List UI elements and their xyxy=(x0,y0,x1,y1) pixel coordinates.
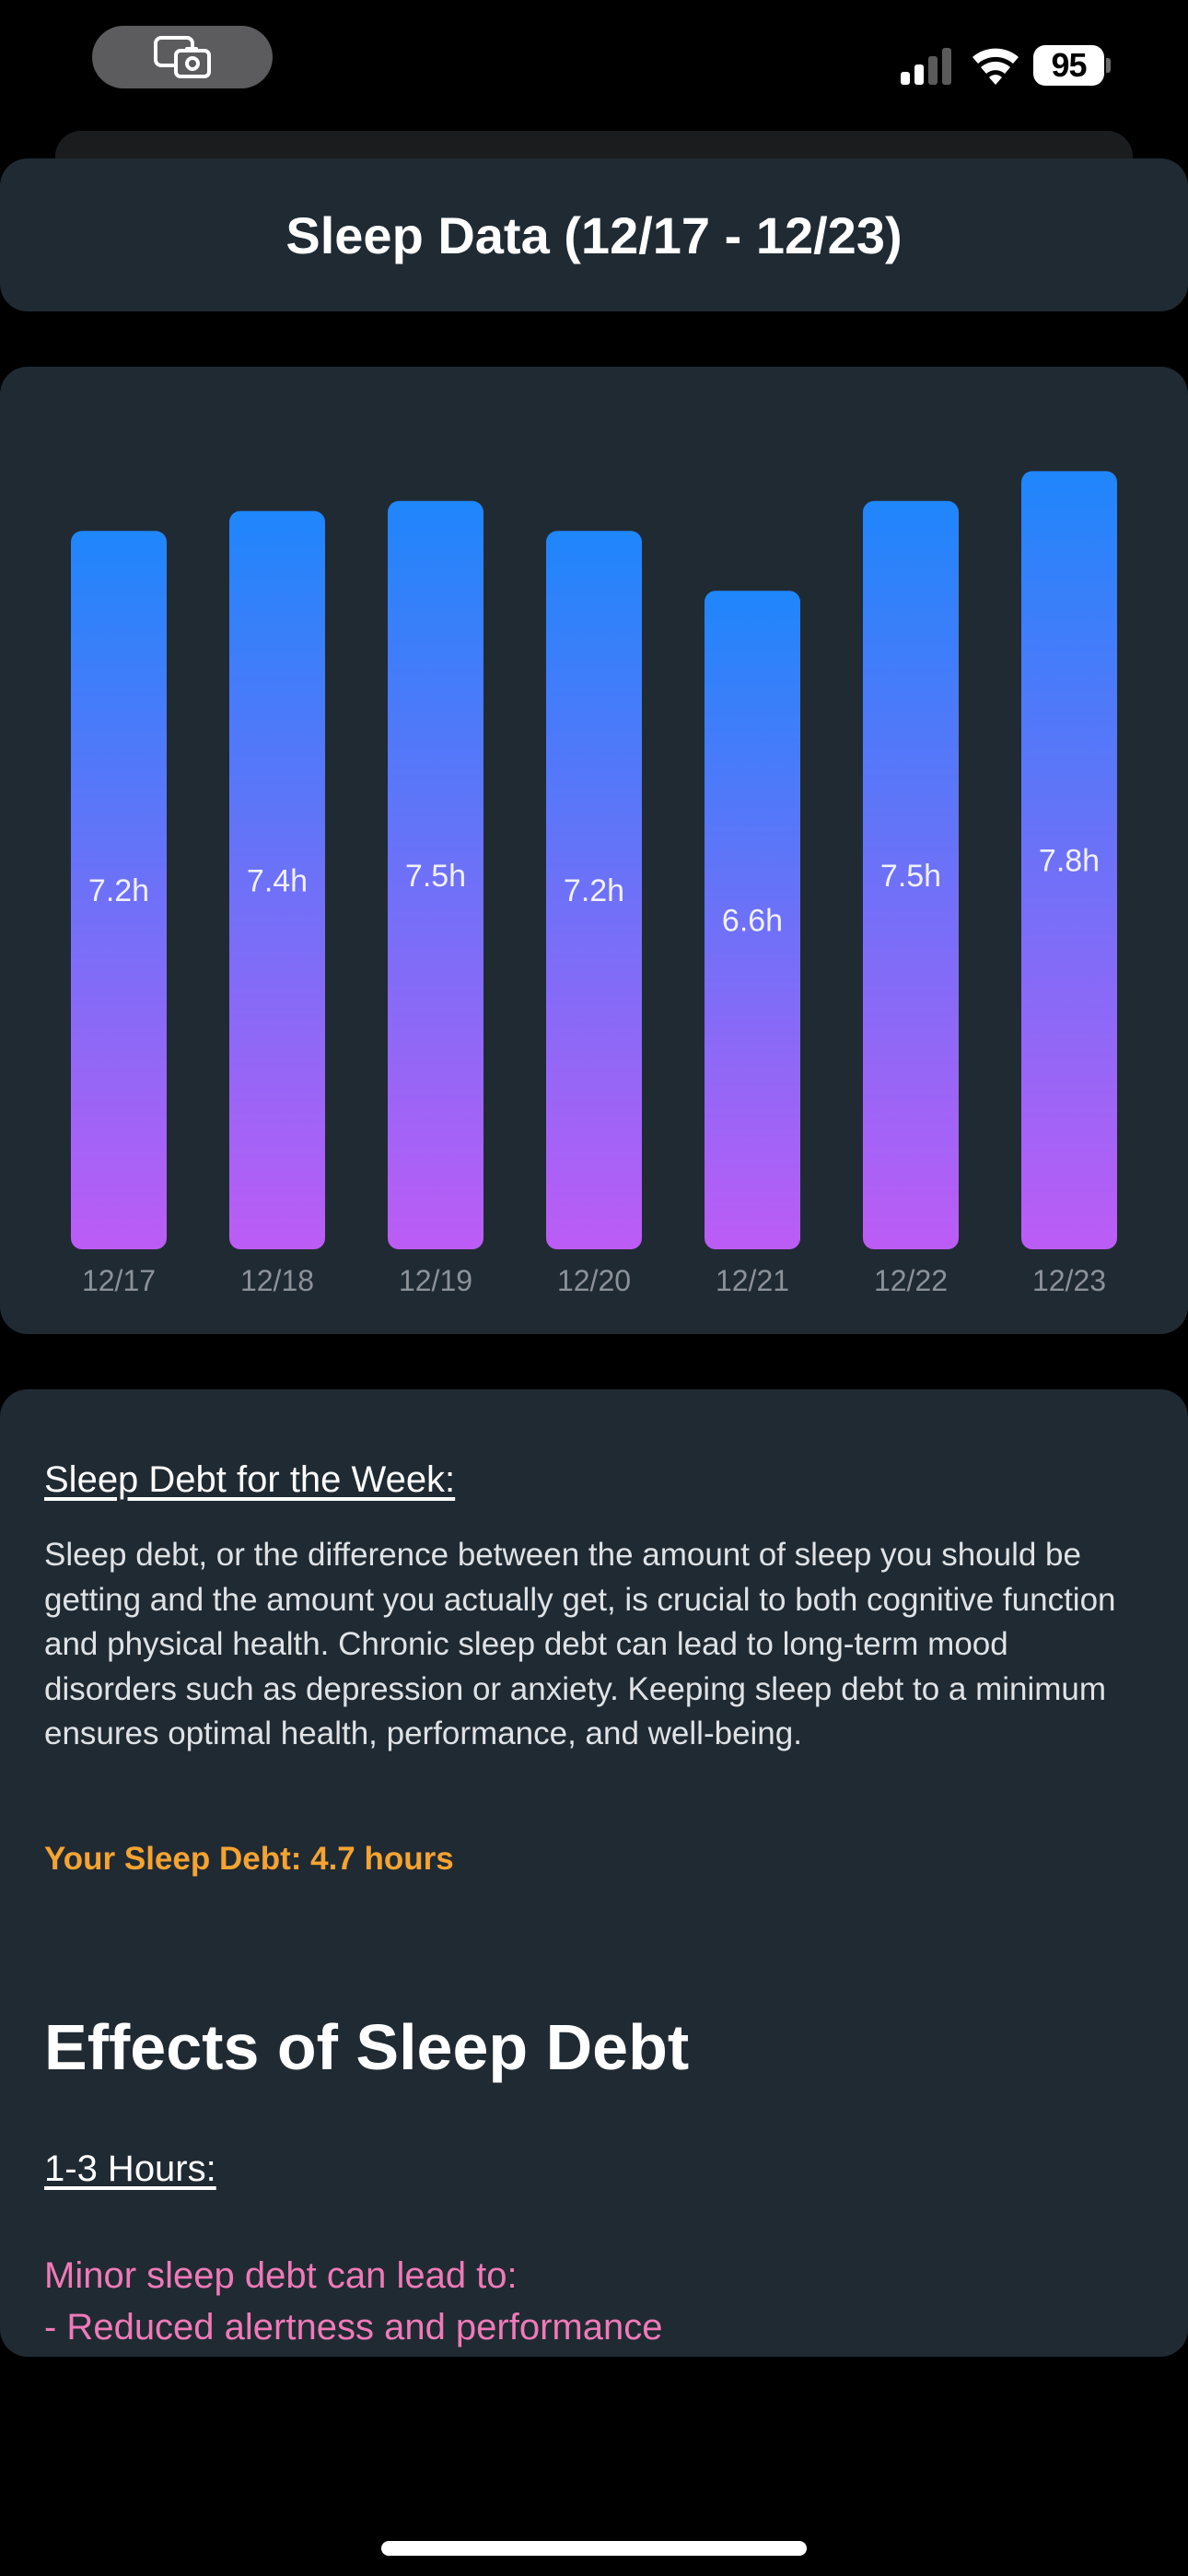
sleep-debt-summary: Your Sleep Debt: 4.7 hours xyxy=(44,1841,454,1877)
x-tick-label: 12/19 xyxy=(399,1264,472,1297)
x-tick-label: 12/23 xyxy=(1032,1264,1106,1297)
range-effect-line: Minor sleep debt can lead to: xyxy=(44,2255,518,2296)
bar-12-20 xyxy=(546,531,642,1249)
bar-value-label: 7.5h xyxy=(405,859,466,894)
status-bar: 95 xyxy=(0,0,1188,129)
header-card: Sleep Data (12/17 - 12/23) xyxy=(0,158,1188,311)
x-tick-label: 12/20 xyxy=(557,1264,631,1297)
sleep-chart-card: 7.2h 7.4h 7.5h 7.2h 6.6h 7.5h 7.8h 12/17 12/18 1… xyxy=(0,367,1188,1334)
sleep-bar-chart: 7.2h 7.4h 7.5h 7.2h 6.6h 7.5h 7.8h 12/17 12/18 1… xyxy=(71,471,1117,1297)
bar-value-label: 7.4h xyxy=(247,863,308,898)
cellular-signal-icon xyxy=(901,48,951,85)
sleep-debt-heading: Sleep Debt for the Week: xyxy=(44,1459,456,1500)
screen-record-icon xyxy=(154,36,211,78)
bar-value-label: 7.5h xyxy=(880,859,941,894)
home-indicator[interactable] xyxy=(381,2541,807,2556)
bar-12-19 xyxy=(388,500,483,1249)
effects-title: Effects of Sleep Debt xyxy=(44,2011,690,2083)
wifi-icon xyxy=(973,48,1019,85)
sleep-debt-description: Sleep debt, or the difference between th… xyxy=(44,1537,1116,1751)
x-tick-label: 12/21 xyxy=(716,1264,789,1297)
bar-12-17 xyxy=(71,531,167,1249)
battery-level: 95 xyxy=(1033,45,1105,86)
sleep-debt-card: Sleep Debt for the Week: Sleep debt, or … xyxy=(0,1389,1188,2357)
bar-12-21 xyxy=(705,591,800,1249)
bar-value-label: 7.8h xyxy=(1039,844,1100,879)
bar-value-label: 6.6h xyxy=(722,904,783,939)
x-tick-label: 12/17 xyxy=(82,1264,156,1297)
battery-cap xyxy=(1106,58,1111,73)
bar-12-22 xyxy=(863,500,959,1249)
bar-12-18 xyxy=(229,510,325,1249)
page-title: Sleep Data (12/17 - 12/23) xyxy=(285,205,903,264)
range-heading-1-3-hours: 1-3 Hours: xyxy=(44,2149,216,2189)
range-effect-line: - Reduced alertness and performance xyxy=(44,2307,663,2348)
battery-icon: 95 xyxy=(1033,44,1111,87)
screen-record-indicator[interactable] xyxy=(92,26,273,88)
x-tick-label: 12/22 xyxy=(874,1264,948,1297)
bar-12-23 xyxy=(1021,471,1117,1249)
bar-value-label: 7.2h xyxy=(564,873,624,908)
bar-value-label: 7.2h xyxy=(88,873,149,908)
x-tick-label: 12/18 xyxy=(240,1264,314,1297)
